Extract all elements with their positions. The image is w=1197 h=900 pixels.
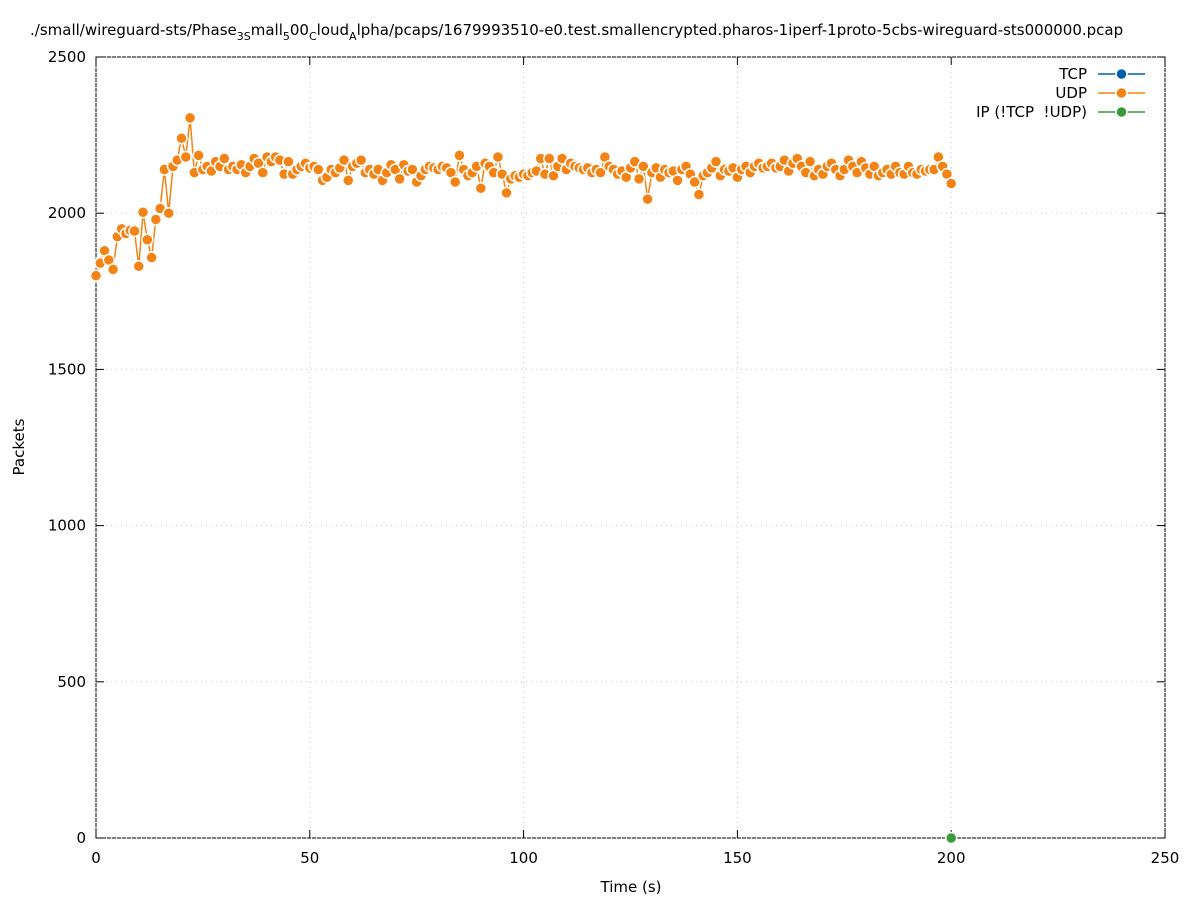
y-tick-label: 1000 <box>48 517 86 535</box>
data-point <box>500 186 513 200</box>
legend-label: UDP <box>1055 84 1087 102</box>
data-point <box>183 111 197 125</box>
y-tick-label: 2500 <box>48 48 86 66</box>
x-tick-label: 150 <box>723 849 752 867</box>
data-point <box>337 153 351 167</box>
legend-marker <box>1115 86 1128 100</box>
data-point <box>688 175 701 189</box>
legend-label: IP (!TCP !UDP) <box>976 103 1087 121</box>
x-tick-label: 0 <box>91 849 101 867</box>
data-point <box>406 163 419 176</box>
data-point <box>149 213 163 226</box>
y-tick-label: 2000 <box>48 204 86 222</box>
title-part: lpha/pcaps/1679993510-e0.test.smallencry… <box>357 21 1124 39</box>
data-point <box>179 150 193 164</box>
x-tick-label: 50 <box>300 849 319 867</box>
y-tick-label: 0 <box>76 829 86 847</box>
x-tick-label: 200 <box>937 849 966 867</box>
data-point <box>692 188 706 201</box>
data-point <box>709 155 723 168</box>
data-point <box>141 233 154 247</box>
data-point <box>106 263 120 276</box>
title-part: 00 <box>290 21 309 39</box>
data-point <box>354 153 368 167</box>
data-point <box>448 175 462 189</box>
data-point <box>312 163 325 176</box>
data-point <box>474 181 488 195</box>
data-point <box>162 206 175 220</box>
data-point <box>256 166 270 179</box>
data-point <box>136 206 150 219</box>
title-part: A <box>349 30 357 43</box>
data-point <box>453 149 466 162</box>
x-tick-label: 250 <box>1151 849 1180 867</box>
x-tick-label: 100 <box>509 849 538 867</box>
data-point <box>803 155 817 168</box>
x-axis-label: Time (s) <box>600 878 662 896</box>
title-part: loud <box>317 21 349 39</box>
data-point <box>393 172 406 186</box>
data-point <box>145 251 158 264</box>
y-tick-label: 1500 <box>48 360 86 378</box>
data-point <box>671 174 684 187</box>
title-part: ./small/wireguard-sts/Phase <box>30 21 237 39</box>
data-point <box>944 177 958 190</box>
legend-label: TCP <box>1058 65 1087 83</box>
data-point <box>192 149 205 162</box>
data-point <box>543 152 556 165</box>
data-point <box>128 224 141 238</box>
data-point <box>218 152 231 165</box>
title-part: mall <box>251 21 283 39</box>
data-point <box>594 166 607 179</box>
y-axis-label: Packets <box>10 418 28 475</box>
y-tick-label: 500 <box>57 673 86 691</box>
data-point <box>282 155 295 168</box>
data-point <box>342 174 355 187</box>
legend-marker <box>1115 105 1128 119</box>
data-point <box>632 172 646 186</box>
data-point <box>944 831 958 845</box>
data-point <box>132 260 146 273</box>
title-part: C <box>309 30 317 43</box>
data-point <box>641 192 654 206</box>
data-point <box>491 150 505 164</box>
data-point <box>89 269 103 282</box>
legend-marker <box>1115 67 1128 81</box>
chart-title: ./small/wireguard-sts/Phase3Small500Clou… <box>30 21 1123 43</box>
data-point <box>175 131 188 145</box>
data-point <box>637 160 650 173</box>
title-part: 3S <box>237 30 251 43</box>
title-part: 5 <box>283 30 290 43</box>
